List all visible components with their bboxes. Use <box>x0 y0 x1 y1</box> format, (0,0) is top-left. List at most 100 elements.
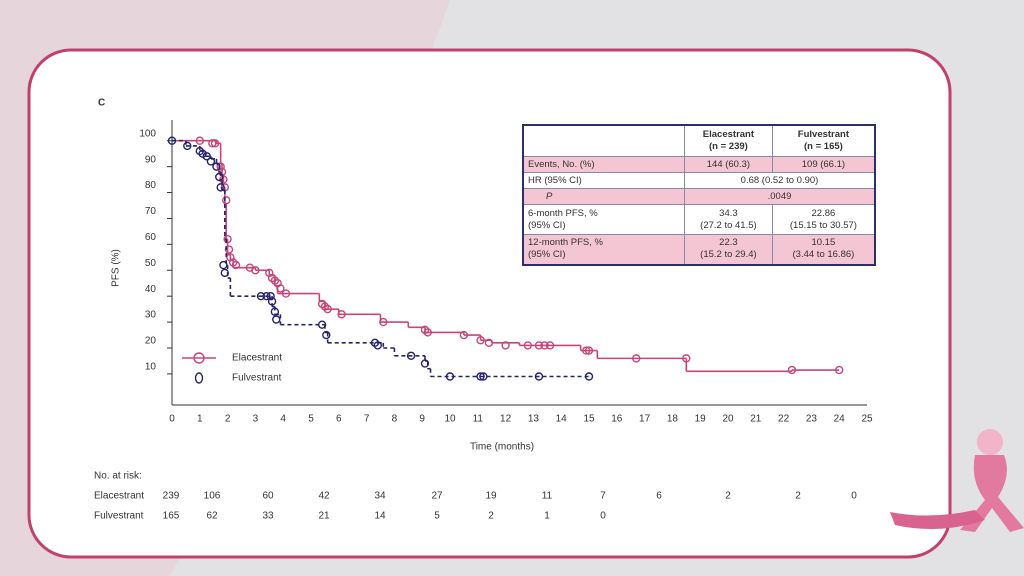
risk-count: 21 <box>318 511 330 522</box>
cell-text: 6-month PFS, % <box>528 207 598 219</box>
cell-text: (15.2 to 29.4) <box>700 249 757 261</box>
y-tick-label: 100 <box>139 128 156 139</box>
censor-mark <box>420 359 430 368</box>
x-tick-label: 18 <box>667 414 679 425</box>
censor-mark <box>212 162 221 171</box>
y-axis-title: PFS (%) <box>111 249 122 287</box>
risk-count: 14 <box>374 511 386 522</box>
x-tick-label: 17 <box>639 414 651 425</box>
span-cell: .0049 <box>684 188 876 205</box>
header-row: Elacestrant (n = 239) Fulvestrant (n = 165) <box>522 124 876 157</box>
y-tick-label: 30 <box>145 310 157 321</box>
row-label: 12-month PFS, % (95% CI) <box>522 234 685 265</box>
column-header: Fulvestrant (n = 165) <box>771 124 876 157</box>
risk-count: 239 <box>163 491 180 502</box>
censor-mark <box>220 268 230 278</box>
x-tick-label: 23 <box>806 414 818 425</box>
censor-mark <box>379 317 388 327</box>
censor-mark <box>476 336 485 345</box>
value-cell: 10.15 (3.44 to 16.86) <box>771 234 876 265</box>
risk-count: 19 <box>485 491 497 502</box>
censor-mark <box>251 266 260 275</box>
cell-text: (95% CI) <box>528 249 566 261</box>
legend-marker <box>194 372 204 384</box>
x-tick-label: 10 <box>444 414 456 425</box>
censor-mark <box>231 260 241 270</box>
censor-mark <box>270 307 280 316</box>
risk-row-label: Elacestrant <box>94 491 144 502</box>
risk-count: 106 <box>204 491 221 502</box>
censor-mark <box>479 372 488 381</box>
cell-text: 10.15 <box>811 237 836 249</box>
table-row: HR (95% CI) 0.68 (0.52 to 0.90) <box>522 172 876 189</box>
censor-mark <box>322 330 331 340</box>
x-tick-label: 0 <box>169 414 175 425</box>
row-label: P <box>522 188 685 205</box>
censor-mark <box>523 341 533 350</box>
censor-mark <box>534 341 544 350</box>
x-tick-label: 4 <box>280 414 286 425</box>
censor-mark <box>584 346 594 355</box>
legend-label: Fulvestrant <box>232 373 282 384</box>
y-tick-label: 10 <box>145 362 157 373</box>
table-row: P .0049 <box>522 188 876 205</box>
row-label: 6-month PFS, % (95% CI) <box>522 204 685 235</box>
x-tick-label: 5 <box>308 414 314 425</box>
row-label: Events, No. (%) <box>522 156 685 173</box>
risk-count: 165 <box>163 511 180 522</box>
censor-mark <box>337 310 346 319</box>
censor-mark <box>582 346 591 355</box>
censor-mark <box>208 139 217 148</box>
censor-mark <box>272 315 281 324</box>
cell-text: 12-month PFS, % <box>528 237 603 249</box>
value-cell: 22.86 (15.15 to 30.57) <box>771 204 876 235</box>
y-tick-label: 80 <box>145 180 157 191</box>
censor-mark <box>216 183 225 192</box>
censor-mark <box>266 291 275 301</box>
risk-count: 42 <box>318 491 330 502</box>
legend-label: Elacestrant <box>232 353 282 364</box>
risk-count: 34 <box>374 491 386 502</box>
risk-count: 11 <box>542 491 553 502</box>
risk-title: No. at risk: <box>94 471 142 482</box>
cell-text: 34.3 <box>719 207 738 219</box>
x-tick-label: 6 <box>336 414 342 425</box>
x-tick-label: 7 <box>364 414 370 425</box>
censor-mark <box>202 152 211 161</box>
censor-mark <box>215 172 224 182</box>
censor-mark <box>423 328 432 337</box>
censor-mark <box>459 330 469 340</box>
y-tick-label: 70 <box>145 206 157 217</box>
risk-count: 2 <box>725 491 731 502</box>
x-tick-label: 1 <box>197 414 203 425</box>
value-cell: 109 (66.1) <box>771 156 876 173</box>
x-tick-label: 21 <box>750 414 762 425</box>
x-tick-label: 3 <box>253 414 259 425</box>
censor-mark <box>216 162 225 171</box>
column-n: (n = 165) <box>804 141 843 152</box>
cell-text: (3.44 to 16.86) <box>792 249 855 261</box>
risk-count: 62 <box>206 511 218 522</box>
x-tick-label: 25 <box>861 414 873 425</box>
censor-mark <box>545 341 555 350</box>
censor-mark <box>787 365 797 375</box>
censor-mark <box>445 372 455 381</box>
row-label: HR (95% CI) <box>522 172 685 189</box>
y-tick-label: 90 <box>145 154 157 165</box>
censor-mark <box>262 291 271 301</box>
x-tick-label: 24 <box>834 414 846 425</box>
table-row: 12-month PFS, % (95% CI) 22.3 (15.2 to 29.4… <box>522 234 876 265</box>
x-axis-title: Time (months) <box>470 442 534 453</box>
span-cell: 0.68 (0.52 to 0.90) <box>684 172 876 189</box>
column-name: Fulvestrant <box>797 129 850 140</box>
risk-count: 2 <box>488 511 494 522</box>
x-tick-label: 13 <box>528 414 540 425</box>
x-tick-label: 20 <box>722 414 734 425</box>
risk-count: 0 <box>600 511 606 522</box>
x-tick-label: 19 <box>695 414 707 425</box>
risk-count: 1 <box>544 511 550 522</box>
censor-mark <box>281 289 291 298</box>
legend-marker <box>193 352 205 364</box>
x-tick-label: 9 <box>419 414 425 425</box>
